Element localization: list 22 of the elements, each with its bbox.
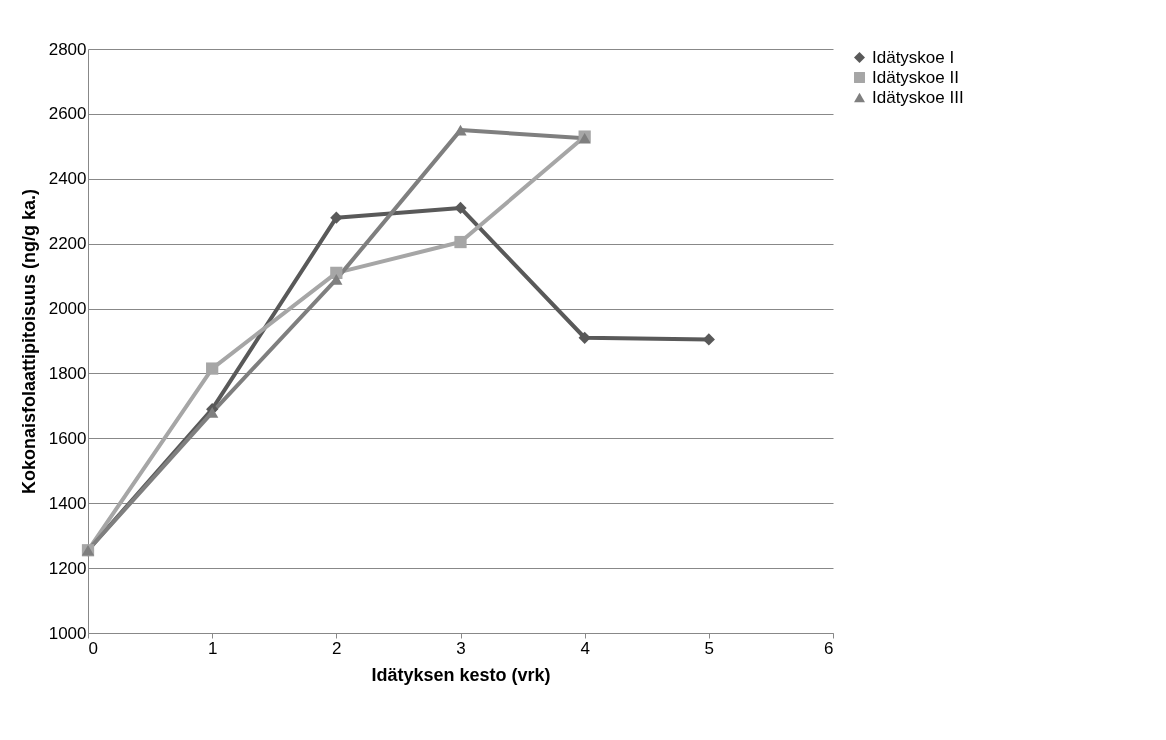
x-tick-label: 3 [456,638,466,658]
x-tick-label: 6 [824,638,834,658]
y-tick-label: 1800 [48,363,87,383]
x-tick-label: 0 [88,638,98,658]
legend-label: Idätyskoe II [872,67,959,87]
x-tick-label: 4 [580,638,590,658]
x-tick-label: 1 [207,638,218,658]
y-tick-label: 1200 [48,558,87,578]
y-tick-label: 1600 [48,428,87,448]
y-tick-label: 2600 [48,104,87,124]
legend-label: Idätyskoe I [872,47,955,67]
y-tick-label: 2000 [48,299,87,319]
x-tick-label: 5 [704,638,715,658]
y-tick-label: 2800 [48,39,87,59]
y-tick-label: 1000 [48,623,87,643]
y-tick-label: 1400 [48,493,87,513]
x-axis-title: Idätyksen kesto (vrk) [371,664,551,685]
y-tick-label: 2400 [48,169,87,189]
y-tick-label: 2200 [48,234,87,254]
x-tick-label: 2 [332,638,342,658]
y-axis-title: Kokonaisfolaattipitoisuus (ng/g ka.) [18,188,39,495]
legend-label: Idätyskoe III [872,87,964,107]
